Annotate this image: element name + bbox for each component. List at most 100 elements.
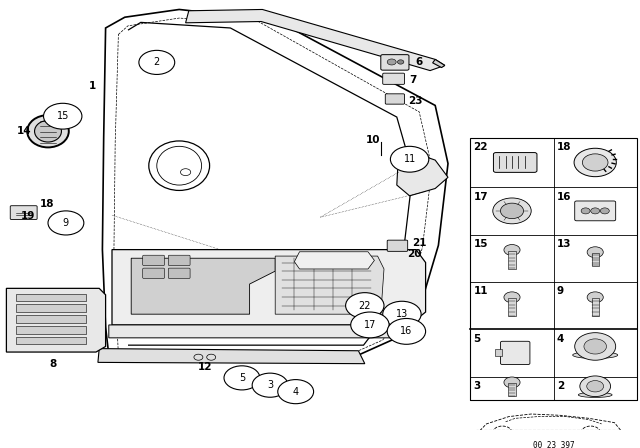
FancyBboxPatch shape	[493, 153, 537, 172]
Text: 23: 23	[408, 96, 422, 106]
Text: 22: 22	[358, 301, 371, 310]
Bar	[508, 298, 516, 316]
Circle shape	[139, 50, 175, 74]
Circle shape	[278, 379, 314, 404]
Text: 4: 4	[557, 334, 564, 344]
Circle shape	[504, 377, 520, 388]
Circle shape	[504, 292, 520, 303]
Circle shape	[44, 103, 82, 129]
Polygon shape	[131, 258, 275, 314]
Bar	[16, 336, 86, 345]
Text: 17: 17	[474, 191, 488, 202]
FancyBboxPatch shape	[385, 94, 404, 104]
Circle shape	[584, 339, 607, 354]
Polygon shape	[109, 325, 410, 338]
Circle shape	[600, 208, 609, 214]
Bar	[591, 298, 599, 316]
Text: 15: 15	[56, 111, 69, 121]
FancyBboxPatch shape	[168, 268, 190, 279]
FancyBboxPatch shape	[500, 341, 530, 365]
Text: 21: 21	[412, 238, 426, 248]
Text: 13: 13	[396, 309, 408, 319]
Bar	[495, 349, 502, 356]
FancyBboxPatch shape	[168, 255, 190, 266]
Text: 22: 22	[474, 142, 488, 152]
Bar	[591, 253, 599, 266]
FancyBboxPatch shape	[143, 268, 164, 279]
Text: 2: 2	[557, 381, 564, 391]
Text: 11: 11	[403, 154, 416, 164]
Ellipse shape	[35, 121, 61, 142]
Text: 4: 4	[292, 387, 299, 396]
FancyBboxPatch shape	[381, 55, 409, 70]
Text: 2: 2	[154, 57, 160, 67]
FancyBboxPatch shape	[143, 255, 164, 266]
Ellipse shape	[27, 115, 69, 147]
Polygon shape	[397, 150, 448, 196]
Text: 13: 13	[557, 239, 572, 249]
Text: 10: 10	[366, 135, 380, 145]
Polygon shape	[186, 9, 445, 71]
Polygon shape	[294, 252, 374, 269]
Text: 5: 5	[474, 334, 481, 344]
Text: 9: 9	[63, 218, 69, 228]
Bar	[16, 304, 86, 312]
Circle shape	[346, 293, 384, 319]
Text: 14: 14	[17, 126, 31, 136]
Text: 3: 3	[267, 380, 273, 390]
Ellipse shape	[573, 352, 618, 358]
Text: 19: 19	[20, 211, 35, 221]
Circle shape	[390, 146, 429, 172]
Text: 9: 9	[557, 286, 564, 296]
Circle shape	[500, 203, 524, 219]
Text: 1: 1	[89, 81, 97, 91]
Polygon shape	[433, 60, 445, 68]
Text: 16: 16	[400, 327, 413, 336]
Text: 00 23 397: 00 23 397	[532, 441, 575, 448]
Bar	[16, 326, 86, 334]
Polygon shape	[112, 250, 426, 325]
Circle shape	[493, 198, 531, 224]
Bar	[508, 383, 516, 396]
FancyBboxPatch shape	[387, 240, 408, 251]
Text: 18: 18	[557, 142, 572, 152]
Circle shape	[397, 60, 404, 64]
Circle shape	[504, 245, 520, 255]
Circle shape	[575, 333, 616, 360]
Bar	[16, 293, 86, 301]
Text: 6: 6	[415, 57, 423, 67]
Circle shape	[48, 211, 84, 235]
Text: 11: 11	[474, 286, 488, 296]
Bar	[508, 251, 516, 269]
Text: 12: 12	[198, 362, 212, 372]
Circle shape	[387, 319, 426, 345]
Circle shape	[351, 312, 389, 338]
Polygon shape	[6, 289, 106, 352]
Text: 3: 3	[474, 381, 481, 391]
Circle shape	[581, 208, 590, 214]
Text: 18: 18	[40, 199, 54, 209]
Text: 8: 8	[49, 359, 57, 369]
Circle shape	[587, 292, 604, 303]
Circle shape	[252, 373, 288, 397]
Circle shape	[574, 148, 616, 177]
Circle shape	[387, 59, 396, 65]
Circle shape	[587, 247, 604, 258]
FancyBboxPatch shape	[575, 201, 616, 221]
Circle shape	[224, 366, 260, 390]
Text: 20: 20	[408, 249, 422, 259]
Polygon shape	[275, 256, 384, 314]
Text: 17: 17	[364, 320, 376, 330]
Circle shape	[591, 208, 600, 214]
Circle shape	[383, 301, 421, 327]
Bar	[16, 315, 86, 323]
FancyBboxPatch shape	[383, 73, 404, 84]
Bar	[470, 138, 637, 400]
Circle shape	[582, 154, 608, 171]
Text: 7: 7	[409, 75, 417, 85]
Text: 15: 15	[474, 239, 488, 249]
Text: 16: 16	[557, 191, 572, 202]
Polygon shape	[98, 349, 365, 364]
Circle shape	[580, 376, 611, 396]
Text: 5: 5	[239, 373, 245, 383]
